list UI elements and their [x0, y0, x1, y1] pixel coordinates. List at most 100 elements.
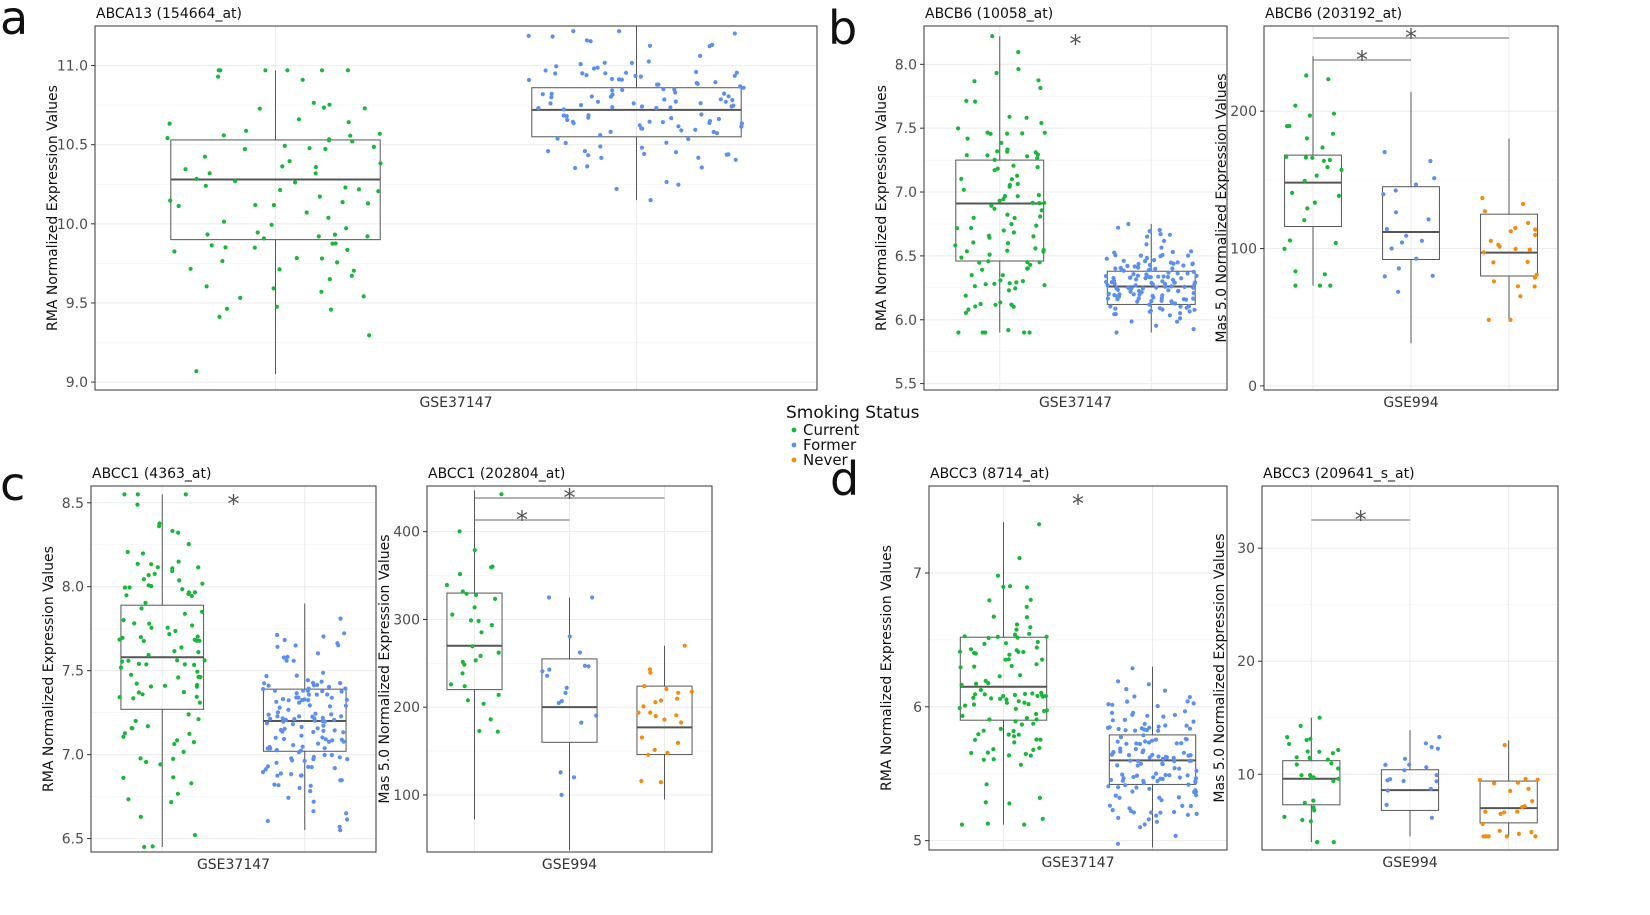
panel-border: [1263, 25, 1559, 391]
data-point: [286, 795, 291, 800]
data-point: [319, 289, 324, 294]
data-point: [307, 146, 312, 151]
data-point: [195, 682, 200, 688]
data-point: [124, 593, 129, 598]
x-axis-label: GSE37147: [419, 395, 492, 411]
data-point: [1150, 738, 1155, 743]
data-point: [571, 775, 577, 780]
data-point: [1044, 708, 1049, 713]
data-point: [332, 717, 337, 723]
data-point: [699, 112, 704, 117]
data-point: [676, 690, 681, 695]
data-point: [343, 185, 348, 190]
data-point: [176, 675, 181, 680]
data-point: [1104, 279, 1109, 285]
data-point: [1108, 304, 1113, 309]
data-point: [1024, 115, 1029, 120]
data-point: [716, 116, 722, 122]
data-point: [1307, 755, 1312, 761]
data-point: [543, 68, 548, 73]
data-point: [1011, 230, 1017, 235]
data-point: [1103, 274, 1109, 279]
data-point: [998, 696, 1003, 701]
data-point: [1006, 328, 1011, 333]
data-point: [999, 140, 1004, 145]
data-point: [973, 304, 978, 309]
data-point: [1533, 227, 1538, 232]
data-point: [133, 718, 138, 724]
data-point: [1133, 746, 1138, 752]
data-point: [1419, 238, 1424, 243]
data-point: [1042, 283, 1047, 288]
data-point: [1293, 103, 1298, 108]
data-point: [1133, 283, 1138, 288]
data-point: [554, 64, 559, 69]
data-point: [1155, 704, 1160, 709]
data-point: [1031, 234, 1036, 239]
significance-star: *: [516, 506, 528, 534]
data-point: [158, 762, 163, 767]
data-point: [563, 140, 568, 146]
data-point: [196, 717, 201, 722]
data-point: [739, 121, 745, 126]
data-point: [957, 706, 962, 711]
data-point: [1128, 758, 1133, 763]
data-point: [1147, 755, 1152, 760]
data-point: [1115, 841, 1121, 846]
data-point: [168, 198, 173, 203]
data-point: [679, 720, 684, 725]
data-point: [1191, 285, 1196, 290]
data-point: [1117, 292, 1122, 297]
data-point: [306, 764, 311, 770]
significance-star: *: [1356, 46, 1368, 74]
data-point: [266, 683, 271, 688]
data-point: [278, 187, 283, 193]
data-point: [1000, 273, 1005, 278]
data-point: [1115, 739, 1120, 744]
data-point: [302, 697, 307, 702]
y-tick-label: 6.0: [895, 313, 917, 329]
data-point: [1012, 692, 1018, 698]
chart-title: ABCC3 (209641_s_at): [1263, 466, 1415, 482]
data-point: [1535, 777, 1540, 782]
significance-star: *: [228, 490, 240, 518]
data-point: [268, 716, 273, 721]
data-point: [567, 634, 572, 639]
data-point: [1124, 687, 1129, 692]
data-point: [1188, 803, 1193, 809]
data-point: [287, 159, 292, 164]
box-never: [1479, 780, 1538, 824]
data-point: [1293, 283, 1298, 288]
data-point: [209, 243, 214, 248]
data-point: [371, 144, 376, 149]
data-point: [263, 767, 268, 772]
data-point: [1028, 753, 1033, 758]
data-point: [301, 688, 306, 693]
data-point: [586, 115, 591, 120]
data-point: [169, 800, 174, 805]
data-point: [311, 683, 317, 688]
data-point: [1145, 713, 1150, 718]
y-tick-label: 9.5: [66, 296, 88, 312]
data-point: [971, 215, 976, 220]
data-point: [1120, 778, 1125, 783]
data-point: [125, 549, 130, 555]
data-point: [1007, 652, 1012, 657]
data-point: [1159, 245, 1164, 250]
data-point: [1424, 765, 1429, 770]
data-point: [332, 766, 337, 771]
data-point: [689, 689, 694, 694]
data-point: [698, 53, 703, 59]
data-point: [281, 719, 286, 724]
data-point: [1012, 632, 1018, 637]
data-point: [1325, 165, 1330, 170]
data-point: [989, 696, 994, 701]
data-point: [989, 203, 994, 208]
box-never: [1480, 213, 1538, 277]
data-point: [221, 133, 226, 138]
chart-title: ABCC1 (202804_at): [428, 466, 565, 482]
data-point: [1502, 743, 1507, 748]
data-point: [1110, 718, 1115, 723]
data-point: [588, 39, 593, 44]
data-point: [329, 753, 334, 758]
